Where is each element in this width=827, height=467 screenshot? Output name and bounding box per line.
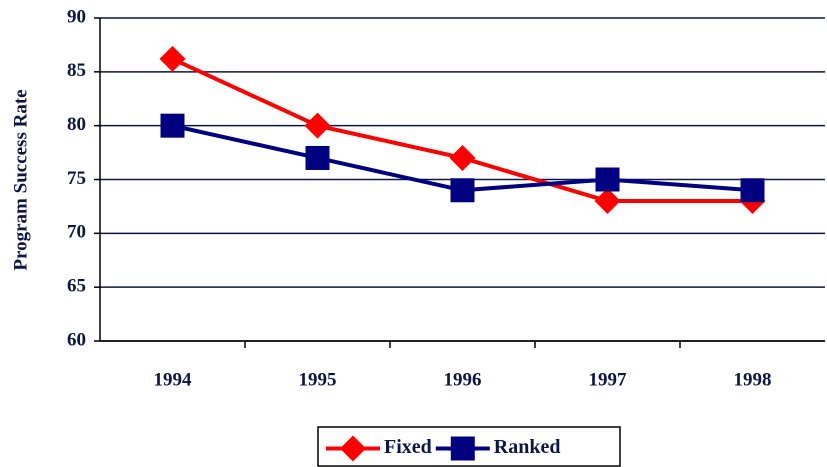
- y-axis-label: Program Success Rate: [10, 89, 31, 270]
- x-tick-label: 1997: [589, 369, 628, 390]
- x-tick-label: 1998: [734, 369, 772, 390]
- marker: [160, 113, 185, 138]
- y-tick-label: 80: [67, 114, 86, 135]
- marker: [450, 178, 475, 203]
- y-tick-label: 60: [67, 329, 86, 350]
- marker: [740, 178, 765, 203]
- marker: [305, 145, 330, 170]
- marker: [595, 167, 620, 192]
- legend-marker: [450, 436, 475, 461]
- y-tick-label: 75: [67, 168, 86, 189]
- y-tick-label: 85: [67, 60, 86, 81]
- y-tick-label: 90: [67, 6, 86, 27]
- legend-label: Fixed: [384, 436, 432, 458]
- y-tick-label: 65: [67, 276, 86, 297]
- x-tick-label: 1994: [154, 369, 193, 390]
- marker: [594, 188, 621, 215]
- x-tick-label: 1996: [444, 369, 482, 390]
- marker: [449, 144, 476, 171]
- legend-label: Ranked: [494, 436, 561, 458]
- marker: [159, 45, 186, 72]
- x-tick-label: 1995: [299, 369, 337, 390]
- y-tick-label: 70: [67, 222, 86, 243]
- marker: [304, 112, 331, 139]
- legend-marker: [340, 435, 366, 462]
